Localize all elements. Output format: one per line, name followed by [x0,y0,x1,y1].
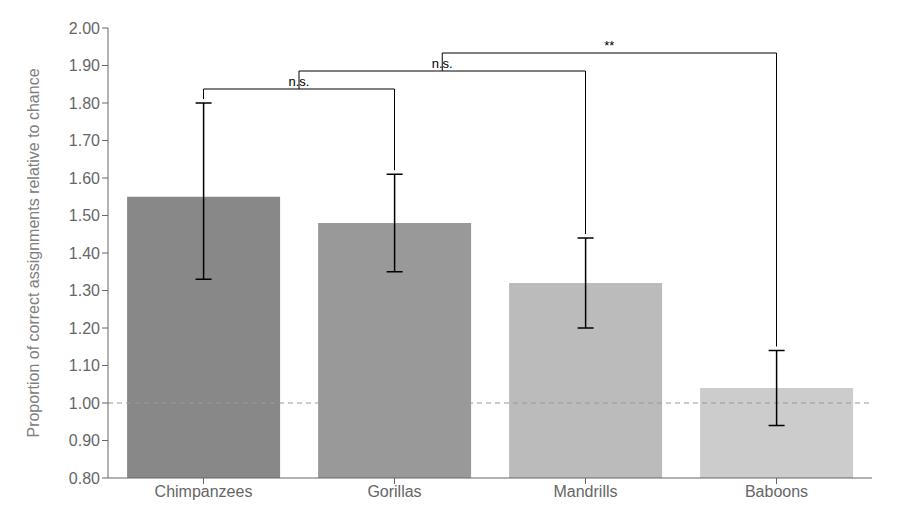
svg-text:0.90: 0.90 [69,432,100,449]
svg-text:2.00: 2.00 [69,20,100,37]
svg-text:1.00: 1.00 [69,395,100,412]
svg-text:Proportion of correct assignme: Proportion of correct assignments relati… [25,68,42,437]
svg-text:n.s.: n.s. [289,74,310,89]
svg-text:1.30: 1.30 [69,282,100,299]
svg-text:Chimpanzees: Chimpanzees [155,483,253,500]
svg-text:1.50: 1.50 [69,207,100,224]
svg-text:1.20: 1.20 [69,320,100,337]
svg-text:Mandrills: Mandrills [553,483,617,500]
svg-text:n.s.: n.s. [432,56,453,71]
svg-text:0.80: 0.80 [69,470,100,487]
svg-text:1.80: 1.80 [69,95,100,112]
svg-text:1.10: 1.10 [69,357,100,374]
svg-text:1.60: 1.60 [69,170,100,187]
svg-text:1.90: 1.90 [69,57,100,74]
svg-text:Gorillas: Gorillas [367,483,421,500]
svg-text:**: ** [604,38,614,53]
svg-text:1.40: 1.40 [69,245,100,262]
svg-text:Baboons: Baboons [745,483,808,500]
svg-text:1.70: 1.70 [69,132,100,149]
